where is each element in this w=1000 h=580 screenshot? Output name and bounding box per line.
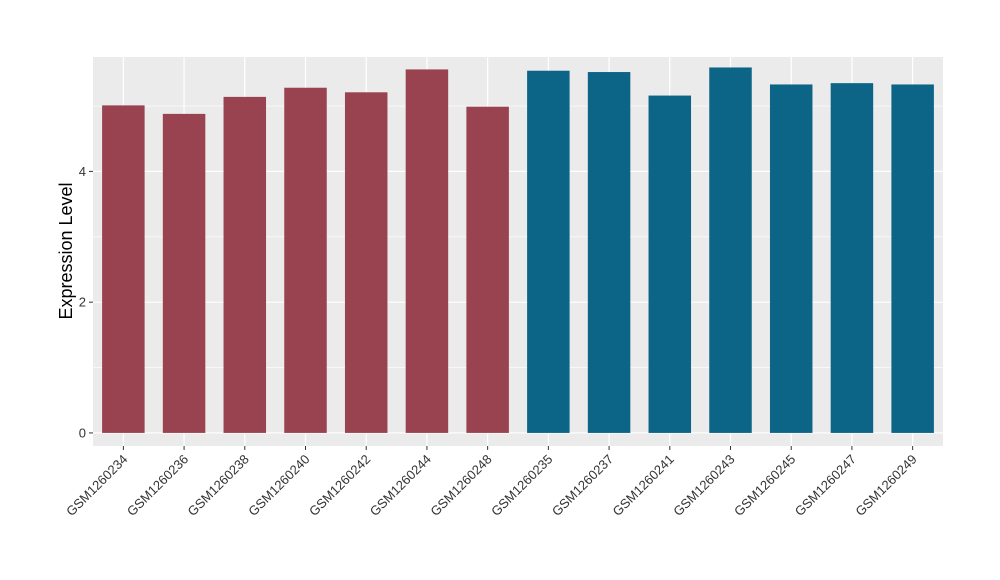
bar-GSM1260244: [405, 69, 449, 433]
x-tick-label: GSM1260243: [670, 452, 737, 519]
x-tick-label: GSM1260247: [792, 452, 859, 519]
y-axis-title: Expression Level: [56, 182, 76, 319]
x-tick-label: GSM1260241: [610, 452, 677, 519]
bar-GSM1260248: [466, 106, 509, 433]
bar-GSM1260242: [344, 92, 388, 433]
bar-GSM1260249: [891, 84, 934, 433]
bar-GSM1260240: [284, 87, 327, 433]
bar-GSM1260235: [527, 70, 570, 433]
x-axis: GSM1260234GSM1260236GSM1260238GSM1260240…: [63, 446, 920, 519]
x-tick-label: GSM1260248: [427, 452, 494, 519]
bar-GSM1260243: [709, 67, 752, 433]
bars-group: [102, 67, 934, 433]
bar-GSM1260238: [223, 96, 267, 433]
bar-GSM1260241: [648, 95, 692, 433]
y-tick-label: 0: [79, 425, 86, 440]
y-tick-label: 4: [79, 164, 86, 179]
bar-GSM1260236: [162, 113, 206, 433]
bar-GSM1260234: [102, 105, 145, 433]
x-tick-label: GSM1260237: [549, 452, 616, 519]
x-tick-label: GSM1260249: [852, 452, 919, 519]
x-tick-label: GSM1260240: [245, 452, 312, 519]
x-tick-label: GSM1260236: [124, 452, 191, 519]
x-tick-label: GSM1260234: [63, 452, 130, 519]
x-tick-label: GSM1260244: [367, 452, 434, 519]
x-tick-label: GSM1260242: [306, 452, 373, 519]
bar-GSM1260245: [769, 84, 813, 433]
y-axis: 0 2 4: [79, 164, 93, 440]
y-tick-label: 2: [79, 295, 86, 310]
x-tick-label: GSM1260238: [185, 452, 252, 519]
bar-GSM1260237: [587, 72, 631, 433]
bar-GSM1260247: [830, 83, 874, 433]
plot-panel: [93, 57, 943, 446]
x-tick-label: GSM1260245: [731, 452, 798, 519]
x-tick-label: GSM1260235: [488, 452, 555, 519]
